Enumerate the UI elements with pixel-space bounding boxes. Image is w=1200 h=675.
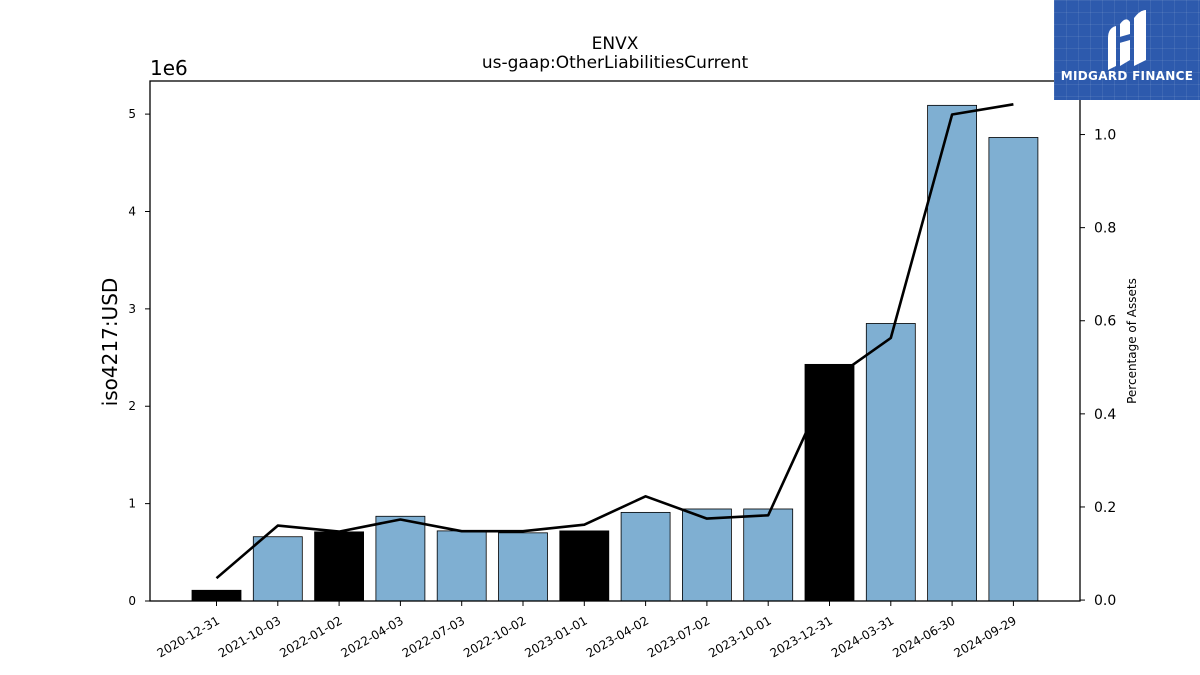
chart-subtitle: us-gaap:OtherLiabilitiesCurrent [482,53,749,73]
y-tick-label: 2 [128,399,136,413]
x-tick-label: 2022-07-03 [400,613,467,660]
x-tick-label: 2022-10-02 [461,613,528,660]
y2-tick-label: 0.0 [1094,593,1116,609]
bar-2023-10-01 [743,508,794,602]
y-offset-label: 1e6 [150,56,188,80]
bar-2023-07-02 [682,508,732,602]
logo-text: MIDGARD FINANCE [1060,69,1194,83]
y-tick-label: 0 [128,594,136,608]
y2-tick-label: 0.8 [1094,221,1116,237]
bar-2023-12-31 [804,363,855,602]
x-tick-label: 2024-06-30 [890,613,957,660]
y-tick-label: 1 [128,497,136,511]
y-tick-label: 3 [128,302,136,316]
x-tick-label: 2020-12-31 [155,613,222,660]
y-tick-label: 4 [128,204,136,218]
bar-2022-07-03 [436,530,487,602]
y2-tick-label: 0.6 [1094,314,1116,330]
logo-mark-icon [1108,10,1146,70]
x-tick-label: 2024-03-31 [829,613,896,660]
bar-2024-09-29 [988,137,1039,602]
x-tick-label: 2023-07-02 [645,613,712,660]
x-tick-label: 2023-12-31 [768,613,835,660]
y2-axis-label: Percentage of Assets [1125,278,1139,404]
x-tick-label: 2022-04-03 [338,613,405,660]
y2-tick-label: 0.4 [1094,407,1116,423]
y2-tick-label: 0.2 [1094,500,1116,516]
x-tick-label: 2023-01-01 [522,613,589,660]
plot-frame [149,80,1081,602]
chart-title: ENVX [592,34,639,54]
bar-2024-03-31 [865,323,916,602]
y2-tick-label: 1.0 [1094,128,1116,144]
x-tick-label: 2023-04-02 [584,613,651,660]
bar-2023-01-01 [559,530,610,602]
bar-2023-04-02 [620,511,671,602]
line-series-group [215,103,1014,580]
x-tick-label: 2022-01-02 [277,613,344,660]
percentage-of-assets-line [215,103,1014,580]
bar-2024-06-30 [927,104,977,602]
x-tick-label: 2023-10-01 [706,613,773,660]
y-tick-label: 5 [128,107,136,121]
x-tick-label: 2021-10-03 [216,613,283,660]
midgard-finance-logo: MIDGARD FINANCE [1054,0,1200,100]
bar-2022-01-02 [314,531,365,602]
bar-2022-04-03 [375,515,426,602]
y-axis-label: iso4217:USD [98,278,122,407]
x-tick-label: 2024-09-29 [951,613,1018,660]
bar-2022-10-02 [498,532,548,602]
bar-2020-12-31 [191,589,242,602]
bars-group [191,104,1039,602]
bar-2021-10-03 [252,536,303,602]
